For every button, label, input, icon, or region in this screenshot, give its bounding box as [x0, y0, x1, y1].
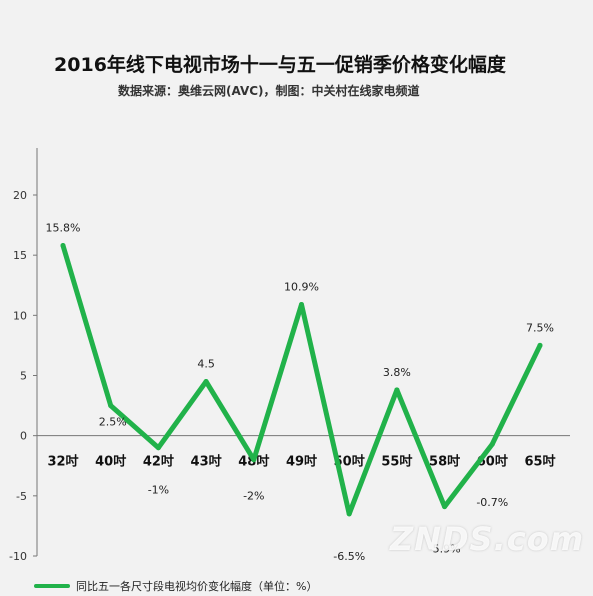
x-tick-label: 42吋 — [143, 454, 174, 470]
y-tick-label: 10 — [13, 309, 27, 322]
x-tick-label: 43吋 — [191, 454, 222, 470]
data-point — [108, 403, 114, 409]
x-tick-label: 49吋 — [286, 454, 317, 470]
data-point — [489, 441, 495, 447]
y-tick-label: -10 — [9, 550, 27, 563]
data-point — [442, 504, 448, 510]
y-tick-label: 20 — [13, 189, 27, 202]
data-label: 4.5 — [197, 358, 215, 371]
data-label: -6.5% — [333, 550, 365, 563]
legend-swatch — [34, 584, 70, 588]
data-label: -1% — [148, 484, 169, 497]
x-tick-label: 50吋 — [334, 454, 365, 470]
data-point — [251, 457, 257, 463]
x-tick-label: 65吋 — [524, 454, 555, 470]
data-point — [155, 445, 161, 451]
data-point — [299, 302, 304, 308]
y-tick-label: -5 — [16, 490, 27, 503]
data-label: -0.7% — [476, 496, 508, 509]
watermark-logo: ZNDS.com — [390, 520, 585, 558]
legend: 同比五一各尺寸段电视均价变化幅度（单位：%） — [34, 578, 317, 594]
data-label: 10.9% — [284, 281, 319, 294]
x-tick-label: 58吋 — [429, 454, 460, 470]
y-tick-label: 0 — [20, 430, 27, 443]
data-label: 3.8% — [383, 366, 411, 379]
data-label: -2% — [243, 490, 264, 503]
chart-subtitle: 数据来源：奥维云网(AVC)，制图：中关村在线家电频道 — [118, 84, 420, 98]
data-label: 15.8% — [46, 222, 81, 235]
legend-label: 同比五一各尺寸段电视均价变化幅度（单位：%） — [76, 580, 318, 593]
data-point — [60, 243, 66, 249]
data-label: 7.5% — [526, 321, 554, 334]
data-point — [537, 342, 543, 348]
data-label: 2.5% — [99, 416, 127, 429]
data-label: -5.9% — [429, 543, 461, 556]
data-point — [346, 511, 352, 517]
y-tick-label: 15 — [13, 249, 27, 262]
y-tick-label: 5 — [20, 370, 27, 383]
data-point — [394, 387, 400, 393]
chart-title: 2016年线下电视市场十一与五一促销季价格变化幅度 — [54, 54, 506, 76]
x-tick-label: 55吋 — [381, 454, 412, 470]
x-tick-label: 40吋 — [95, 454, 126, 470]
data-point — [203, 379, 209, 385]
x-tick-label: 32吋 — [47, 454, 78, 470]
